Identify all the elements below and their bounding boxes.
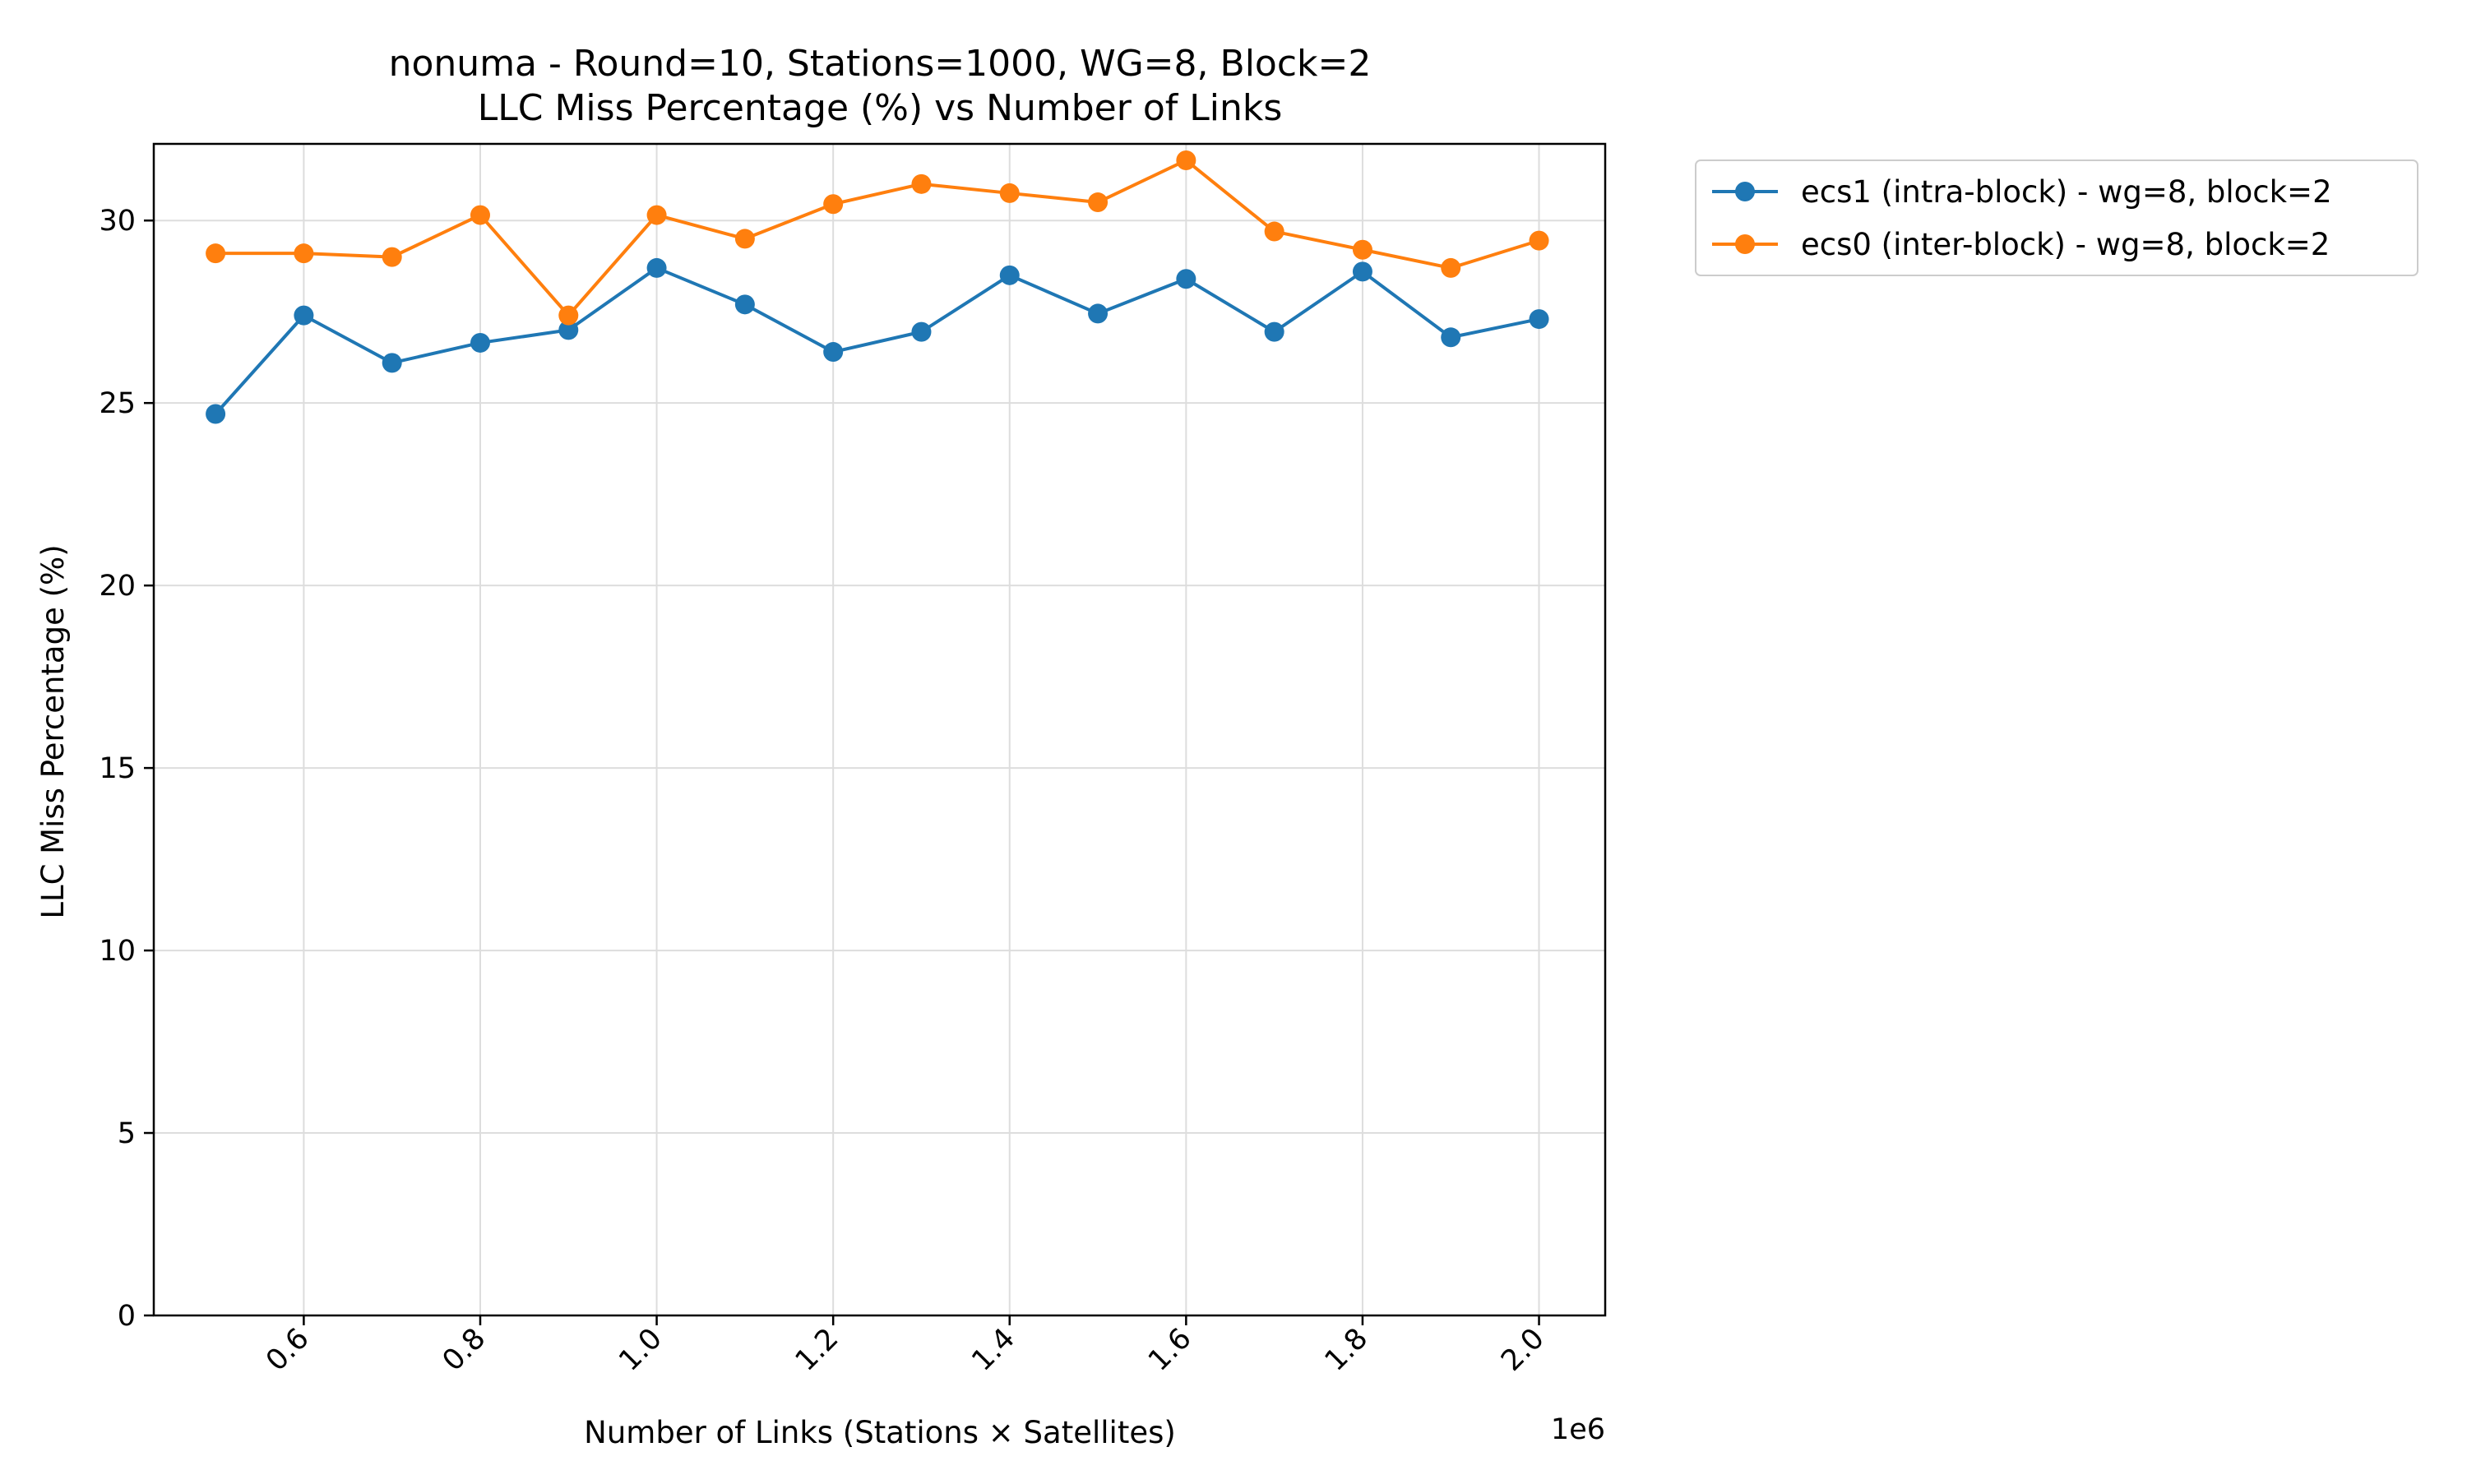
data-point — [1088, 192, 1109, 213]
y-tick-label: 10 — [99, 935, 136, 968]
data-point — [1352, 261, 1372, 282]
y-axis-label: LLC Miss Percentage (%) — [35, 544, 71, 918]
data-point — [646, 257, 667, 278]
data-point — [1176, 269, 1196, 289]
legend-box — [1695, 159, 2418, 276]
data-point — [911, 173, 932, 194]
legend-label: ecs1 (intra-block) - wg=8, block=2 — [1801, 174, 2332, 210]
data-point — [911, 321, 932, 342]
data-point — [1176, 150, 1196, 170]
legend-marker — [1735, 182, 1755, 201]
data-point — [294, 305, 314, 326]
series-group — [206, 150, 1549, 424]
y-tick-label: 20 — [99, 570, 136, 603]
data-point — [823, 194, 844, 215]
series-1 — [206, 257, 1549, 424]
data-point — [206, 404, 226, 424]
y-tick-label: 30 — [99, 205, 136, 238]
data-point — [382, 353, 402, 373]
data-point — [823, 342, 844, 363]
data-point — [1088, 303, 1109, 324]
plot-area-frame — [152, 142, 1607, 1317]
series-line — [215, 158, 1540, 317]
data-point — [999, 183, 1020, 203]
data-point — [1441, 257, 1461, 278]
y-tick-label: 5 — [118, 1117, 136, 1150]
data-point — [1441, 327, 1461, 348]
chart-title-line1: nonuma - Round=10, Stations=1000, WG=8, … — [389, 43, 1372, 85]
data-point — [206, 243, 226, 264]
data-point — [558, 320, 579, 340]
data-point — [1352, 239, 1372, 260]
data-point — [734, 229, 755, 249]
data-point — [470, 205, 490, 225]
data-point — [646, 205, 667, 225]
series-2 — [206, 150, 1549, 326]
chart-title-line2: LLC Miss Percentage (%) vs Number of Lin… — [478, 87, 1283, 129]
data-point — [734, 294, 755, 315]
y-tick-label: 0 — [118, 1300, 136, 1333]
data-point — [1529, 309, 1549, 330]
data-point — [558, 305, 579, 326]
x-axis-offset-label: 1e6 — [1551, 1413, 1605, 1446]
legend: ecs1 (intra-block) - wg=8, block=2 ecs0 (… — [1695, 159, 2418, 276]
data-point — [382, 247, 402, 267]
y-tick-label: 25 — [99, 387, 136, 420]
legend-label: ecs0 (inter-block) - wg=8, block=2 — [1801, 227, 2330, 262]
legend-marker — [1735, 234, 1755, 254]
data-point — [1264, 221, 1284, 242]
data-point — [1529, 230, 1549, 251]
data-point — [999, 265, 1020, 285]
legend-item-2: ecs0 (inter-block) - wg=8, block=2 — [1712, 227, 2330, 262]
y-tick-label: 15 — [99, 752, 136, 785]
data-point — [1264, 321, 1284, 342]
data-point — [470, 332, 490, 353]
legend-item-1: ecs1 (intra-block) - wg=8, block=2 — [1712, 174, 2332, 210]
x-axis-label: Number of Links (Stations × Satellites) — [584, 1415, 1176, 1450]
data-point — [294, 243, 314, 264]
series-line — [214, 266, 1539, 415]
